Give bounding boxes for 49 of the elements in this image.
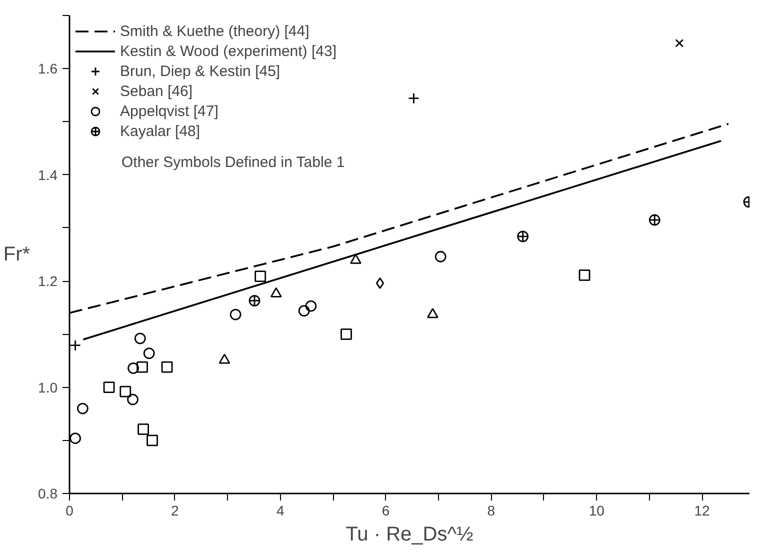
point <box>103 382 115 393</box>
point <box>376 277 384 289</box>
y-tick-label: 1.4 <box>38 166 58 183</box>
x-tick-label: 10 <box>588 502 605 518</box>
x-tick-label: 8 <box>487 502 496 518</box>
point <box>136 361 148 373</box>
x-tick-label: 2 <box>171 502 180 518</box>
x-tick-label: 6 <box>382 502 390 518</box>
point <box>218 354 230 364</box>
legend-label: Kayalar [48] <box>120 122 200 141</box>
point <box>230 308 242 320</box>
legend-label: Seban [46] <box>120 82 193 101</box>
legend-label: Smith & Kuethe (theory) [44] <box>120 22 310 41</box>
x-tick-label: 0 <box>66 502 74 518</box>
point <box>270 287 282 298</box>
point <box>298 305 310 316</box>
point <box>76 402 88 414</box>
point <box>648 214 660 226</box>
x-axis-title: Tu · Re_Ds^½ <box>346 524 474 546</box>
legend-label: Kestin & Wood (experiment) [43] <box>120 42 336 61</box>
y-axis-title: Fr* <box>3 244 30 266</box>
x-tick-label: 12 <box>694 502 710 518</box>
point <box>254 270 266 282</box>
point <box>426 308 438 318</box>
point <box>434 250 446 262</box>
point <box>350 254 362 264</box>
point <box>305 300 317 312</box>
x-tick-label: 4 <box>276 502 284 518</box>
point <box>161 361 173 373</box>
point <box>578 270 590 281</box>
y-tick-label: 1.0 <box>38 379 58 396</box>
point <box>517 230 529 242</box>
point <box>138 424 149 435</box>
point <box>120 386 132 398</box>
y-tick-label: 0.8 <box>38 486 58 502</box>
legend-label: Brun, Diep & Kestin [45] <box>120 62 280 81</box>
point <box>128 362 139 374</box>
annotation: Other Symbols Defined in Table 1 <box>122 154 345 171</box>
y-tick-label: 1.6 <box>38 60 58 77</box>
point <box>70 432 81 444</box>
y-tick-label: 1.2 <box>38 273 58 290</box>
point <box>340 328 352 340</box>
point <box>146 434 158 446</box>
point <box>143 348 155 359</box>
point <box>127 394 138 406</box>
point <box>248 295 260 306</box>
legend-label: Appelqvist [47] <box>120 102 218 121</box>
point <box>134 332 146 344</box>
point <box>675 38 684 48</box>
